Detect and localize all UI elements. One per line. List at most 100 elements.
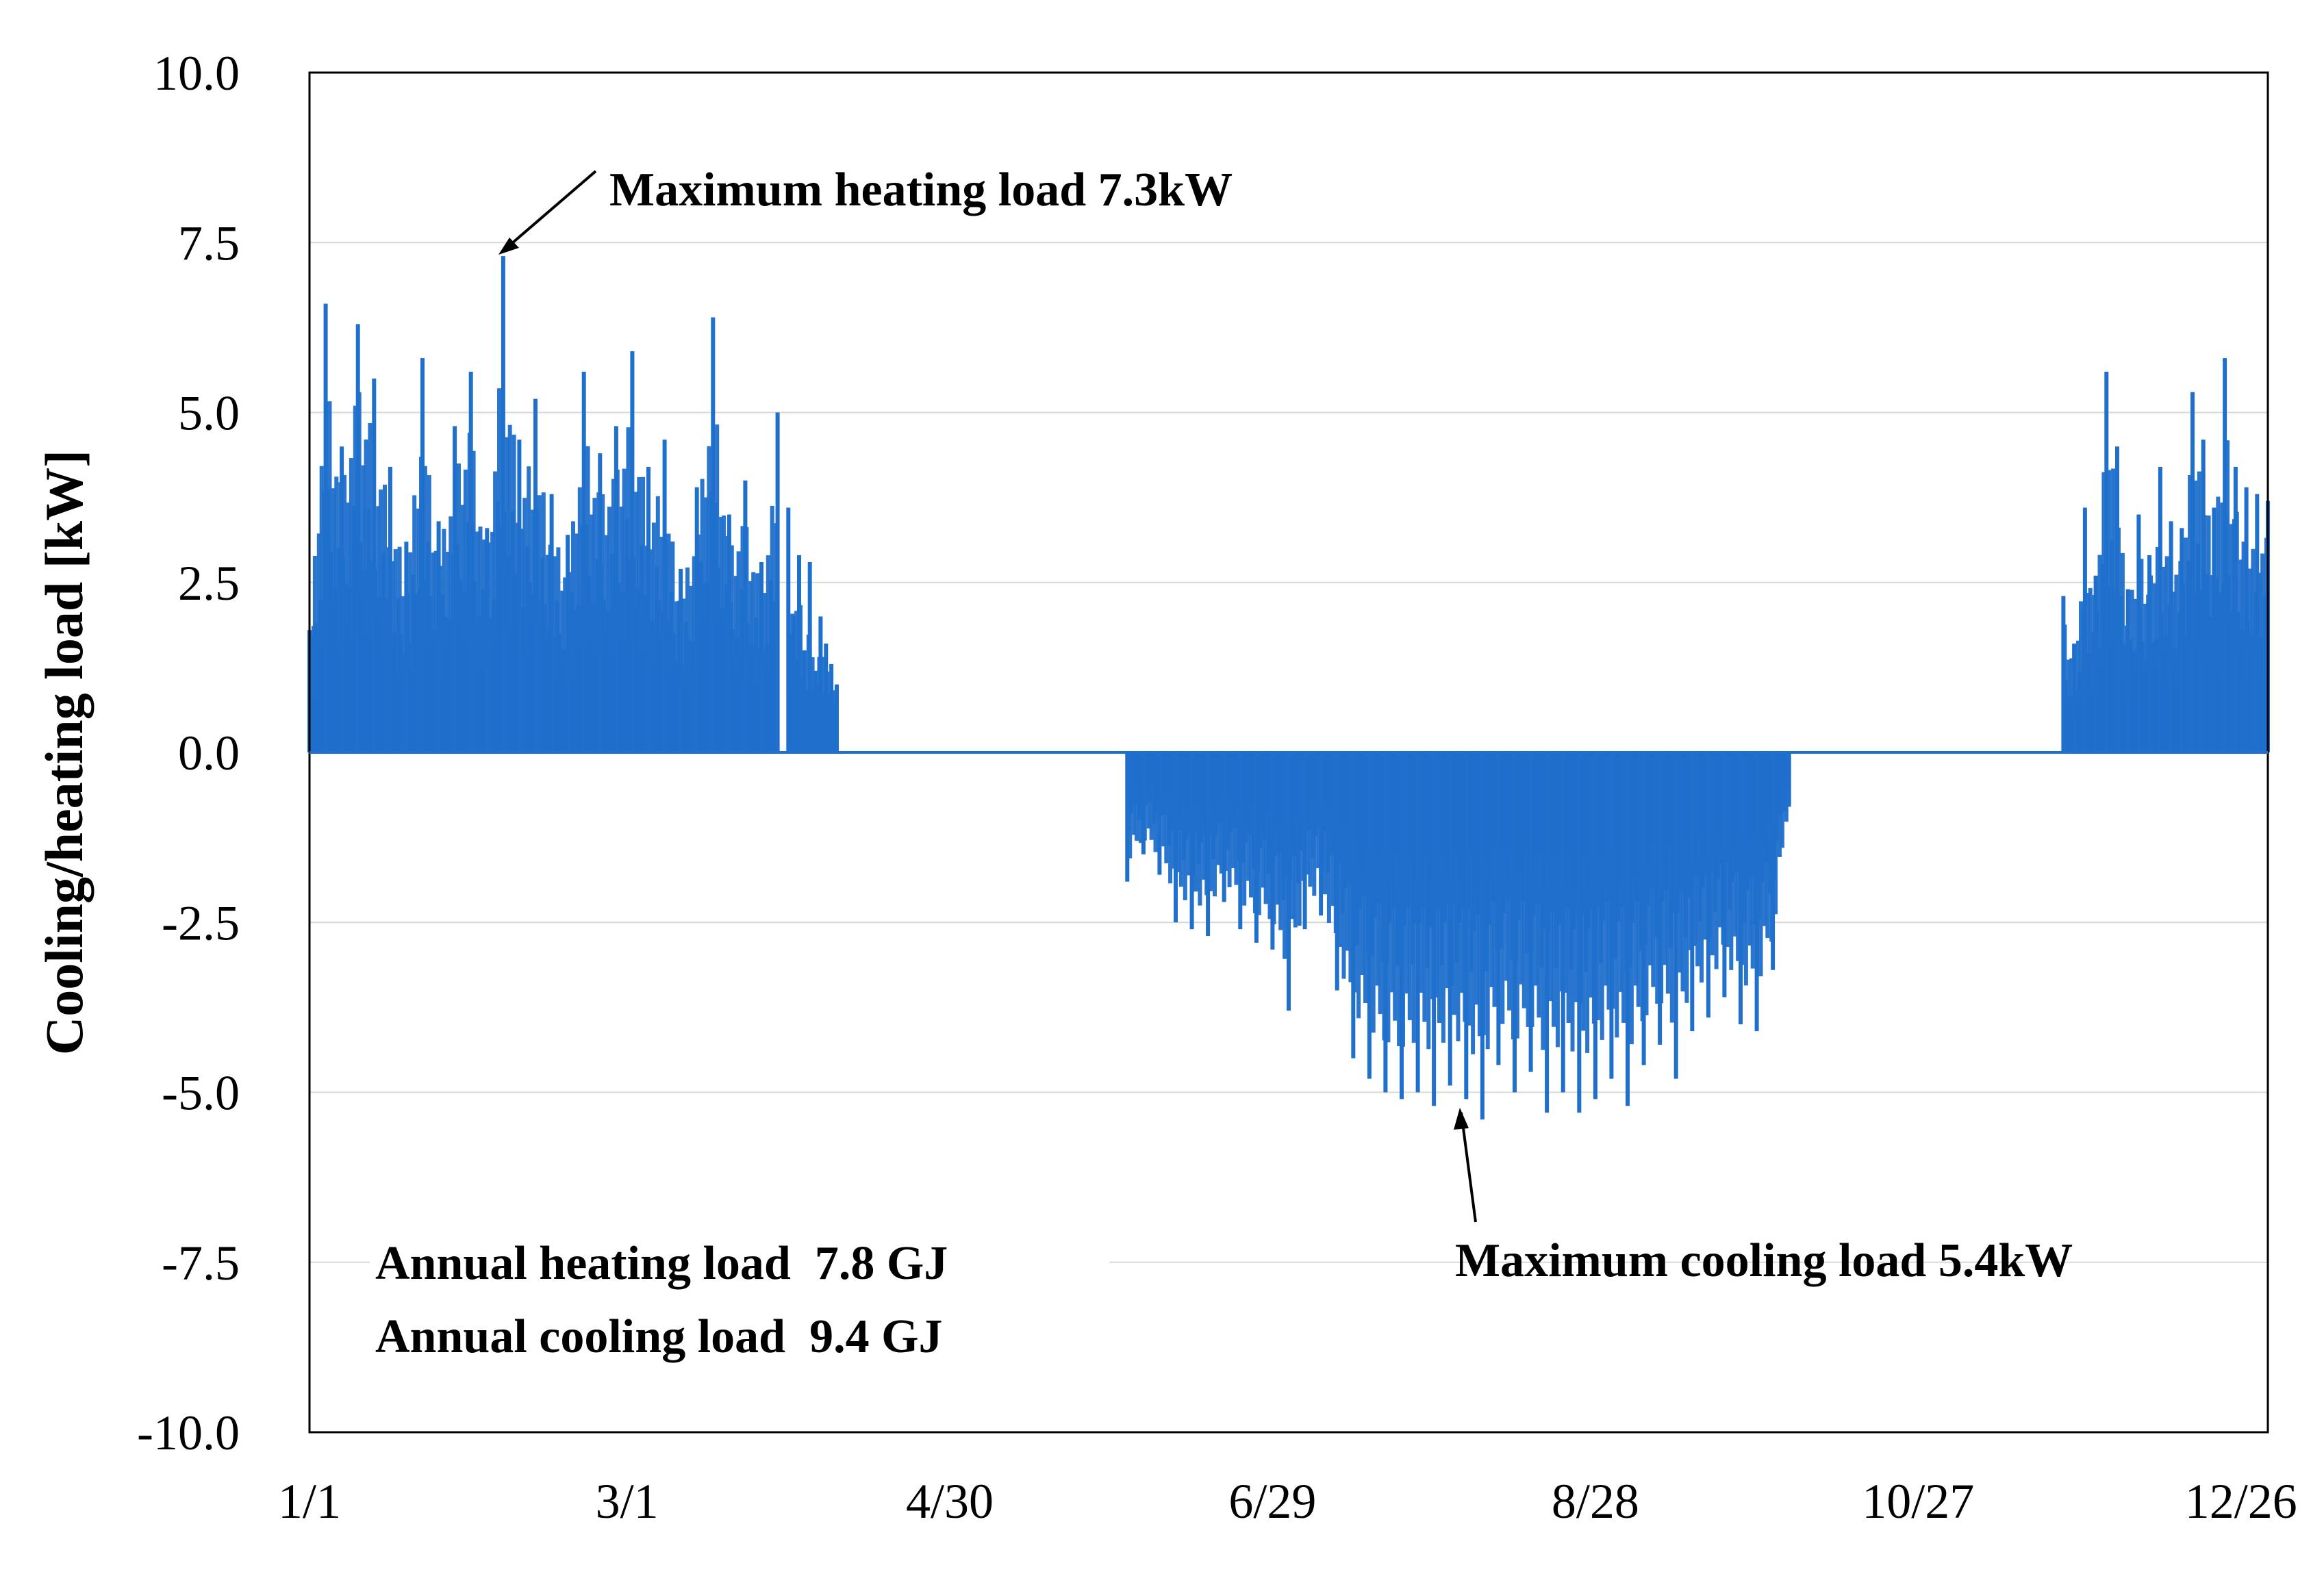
load-bar-fill — [692, 556, 696, 752]
load-bar-fill — [422, 466, 427, 752]
load-bar-fill — [433, 550, 438, 752]
load-bar-fill — [1750, 752, 1755, 969]
load-bar-fill — [766, 555, 770, 752]
load-bar-fill — [1178, 752, 1183, 887]
load-bar — [2201, 440, 2206, 752]
load-bar — [1658, 752, 1663, 1045]
load-bar — [1609, 752, 1614, 1079]
y-tick-label: 10.0 — [153, 46, 240, 101]
load-bar-fill — [707, 446, 711, 752]
x-tick-label: 6/29 — [1228, 1474, 1316, 1529]
load-bar-fill — [2174, 574, 2179, 752]
load-bar — [485, 528, 490, 752]
load-bar — [1287, 752, 1291, 1011]
load-bar — [829, 663, 834, 752]
load-bar — [1464, 752, 1469, 1100]
load-bar-fill — [1725, 752, 1730, 947]
load-bar-fill — [1219, 752, 1224, 874]
load-bar — [1415, 752, 1420, 1093]
load-bar — [1335, 752, 1339, 991]
load-bar-fill — [1492, 752, 1497, 1007]
load-bar-fill — [364, 440, 368, 752]
y-tick-label: -7.5 — [162, 1236, 240, 1291]
load-bar — [1222, 752, 1226, 902]
load-bar — [2093, 575, 2098, 752]
load-bar-fill — [722, 516, 726, 752]
load-bar — [1125, 752, 1130, 882]
x-tick-labels: 1/1 3/1 4/30 6/29 8/28 10/27 12/26 — [278, 1474, 2297, 1529]
load-bar-fill — [408, 552, 413, 752]
load-bar — [743, 480, 748, 752]
load-bar — [630, 351, 635, 752]
load-bar — [1513, 752, 1517, 1093]
load-bar — [759, 562, 763, 752]
load-bar-fill — [1710, 752, 1715, 956]
load-bar — [1400, 752, 1404, 1100]
load-bar — [2136, 514, 2141, 752]
load-bar — [404, 542, 409, 752]
max-heating-arrow — [501, 170, 597, 253]
load-bar-fill — [1393, 752, 1398, 1021]
load-bar-fill — [1636, 752, 1641, 1007]
load-bar — [1528, 752, 1533, 1072]
load-bar — [1626, 752, 1630, 1106]
load-bar — [388, 466, 392, 752]
load-bar — [533, 398, 538, 752]
load-bar — [797, 555, 801, 752]
load-bar-fill — [592, 498, 597, 752]
load-bar-fill — [637, 476, 642, 752]
load-bar-fill — [1422, 752, 1427, 1022]
load-bar-fill — [1149, 752, 1154, 840]
load-bar-fill — [821, 657, 826, 752]
load-bar — [2125, 589, 2130, 752]
load-bar — [662, 440, 667, 752]
x-tick-label: 3/1 — [596, 1474, 659, 1529]
load-bar-fill — [1323, 752, 1327, 895]
load-bar-fill — [1537, 752, 1541, 1018]
x-tick-label: 1/1 — [278, 1474, 341, 1529]
load-bar — [468, 371, 473, 752]
load-bar — [792, 616, 796, 752]
max-heating-arrowhead — [498, 238, 519, 255]
load-bar — [2104, 371, 2109, 752]
load-bar-fill — [1193, 752, 1198, 892]
load-bar-fill — [1348, 752, 1353, 982]
load-bar-fill — [1606, 752, 1611, 1010]
load-bar-fill — [1665, 752, 1670, 994]
max-cooling-label: Maximum cooling load 5.4kW — [1455, 1234, 2073, 1287]
load-bar — [581, 371, 586, 752]
annual-heating-label: Annual heating load 7.8 GJ — [375, 1237, 948, 1290]
load-bar-fill — [2097, 555, 2102, 752]
load-bar — [818, 616, 823, 752]
load-bar-fill — [681, 598, 686, 752]
load-bar-fill — [2088, 587, 2093, 752]
load-bar — [2169, 521, 2173, 752]
load-bar-fill — [1621, 752, 1626, 1023]
load-bar — [323, 303, 328, 753]
load-bar — [436, 521, 441, 752]
y-tick-label: -5.0 — [162, 1066, 240, 1121]
load-bar — [1238, 752, 1243, 930]
load-bar — [1545, 752, 1550, 1113]
load-bar — [355, 324, 360, 752]
y-axis-title: Cooling/heating load [kW] — [34, 450, 94, 1055]
load-bar-fill — [2184, 537, 2188, 752]
load-bar-fill — [1477, 752, 1482, 1037]
load-bar-fill — [1595, 752, 1600, 1021]
load-bar-fill — [1337, 752, 1342, 947]
load-bar-fill — [393, 549, 398, 752]
y-tick-label: -10.0 — [137, 1406, 240, 1460]
load-bar — [835, 684, 839, 752]
load-bar — [775, 412, 780, 752]
load-bar-fill — [1249, 752, 1253, 898]
load-bar — [2158, 466, 2162, 752]
x-tick-label: 8/28 — [1552, 1474, 1639, 1529]
load-bar — [1593, 752, 1597, 1100]
load-bar-fill — [1293, 752, 1298, 928]
load-bar — [1673, 752, 1678, 1079]
max-cooling-annotation: Maximum cooling load 5.4kW — [1454, 1108, 2073, 1287]
load-bar — [372, 378, 377, 752]
load-bar — [420, 358, 425, 752]
load-bar — [1706, 752, 1710, 1018]
